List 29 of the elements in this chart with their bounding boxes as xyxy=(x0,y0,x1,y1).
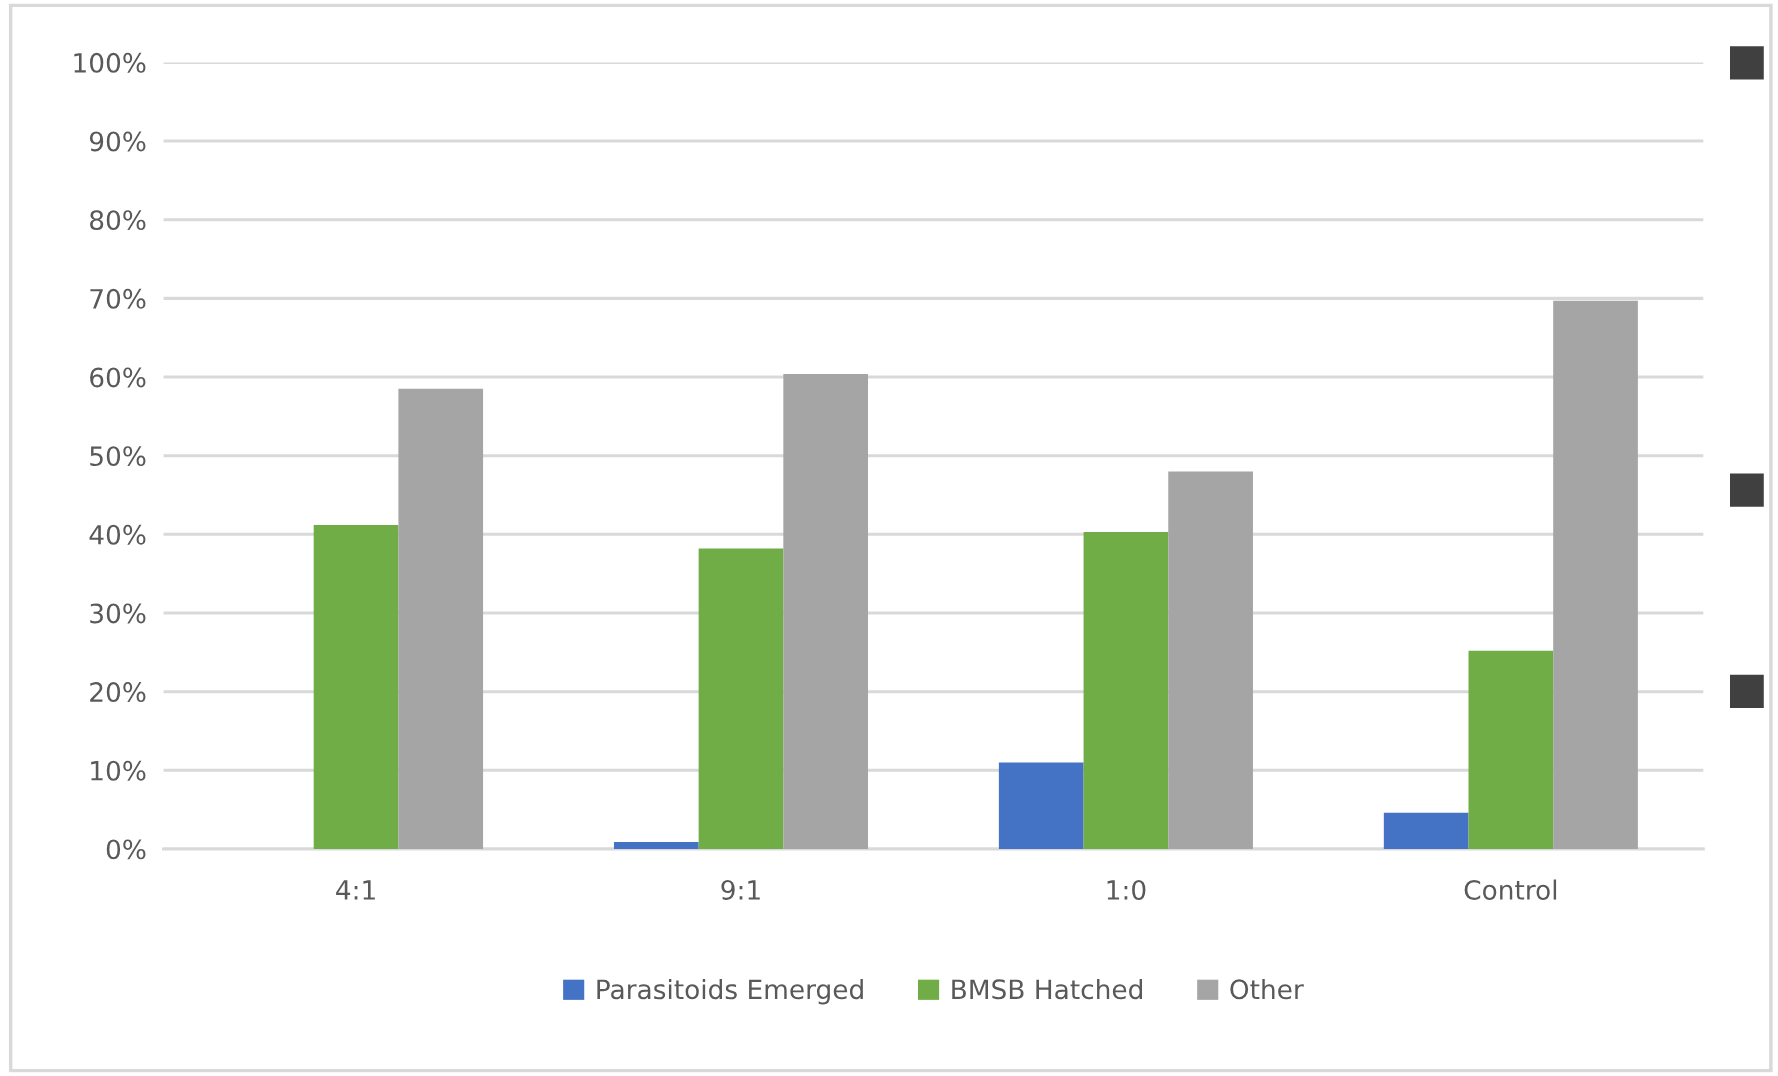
y-tick-label: 90% xyxy=(89,131,146,152)
bar xyxy=(698,548,784,849)
y-tick-label: 60% xyxy=(90,367,146,388)
x-tick-label: 9:1 xyxy=(721,879,760,900)
bar xyxy=(313,524,399,849)
x-tick-label: 4:1 xyxy=(336,880,375,900)
y-tick-label: 100% xyxy=(74,52,146,73)
y-tick-label: 40% xyxy=(89,524,146,545)
bar xyxy=(1083,531,1169,849)
y-tick-label: 50% xyxy=(90,446,146,467)
legend-label: Other xyxy=(1230,978,1304,1000)
y-tick-label: 10% xyxy=(91,760,146,781)
y-tick-label: 0% xyxy=(106,839,146,860)
bar xyxy=(613,841,699,849)
y-tick-label: 80% xyxy=(90,210,146,231)
y-tick-label: 70% xyxy=(90,288,146,309)
legend-label: Parasitoids Emerged xyxy=(597,978,863,1005)
bar xyxy=(1383,812,1469,849)
legend-label: BMSB Hatched xyxy=(952,978,1142,1000)
bar xyxy=(1468,650,1554,849)
y-tick-label: 30% xyxy=(90,603,146,624)
y-tick-label: 20% xyxy=(90,682,146,703)
x-tick-label: 1:0 xyxy=(1107,879,1146,900)
bar xyxy=(398,388,484,849)
bar xyxy=(1168,471,1253,849)
bar xyxy=(998,762,1084,849)
bar xyxy=(783,373,869,849)
bar xyxy=(1553,300,1638,849)
x-tick-label: Control xyxy=(1464,879,1557,900)
